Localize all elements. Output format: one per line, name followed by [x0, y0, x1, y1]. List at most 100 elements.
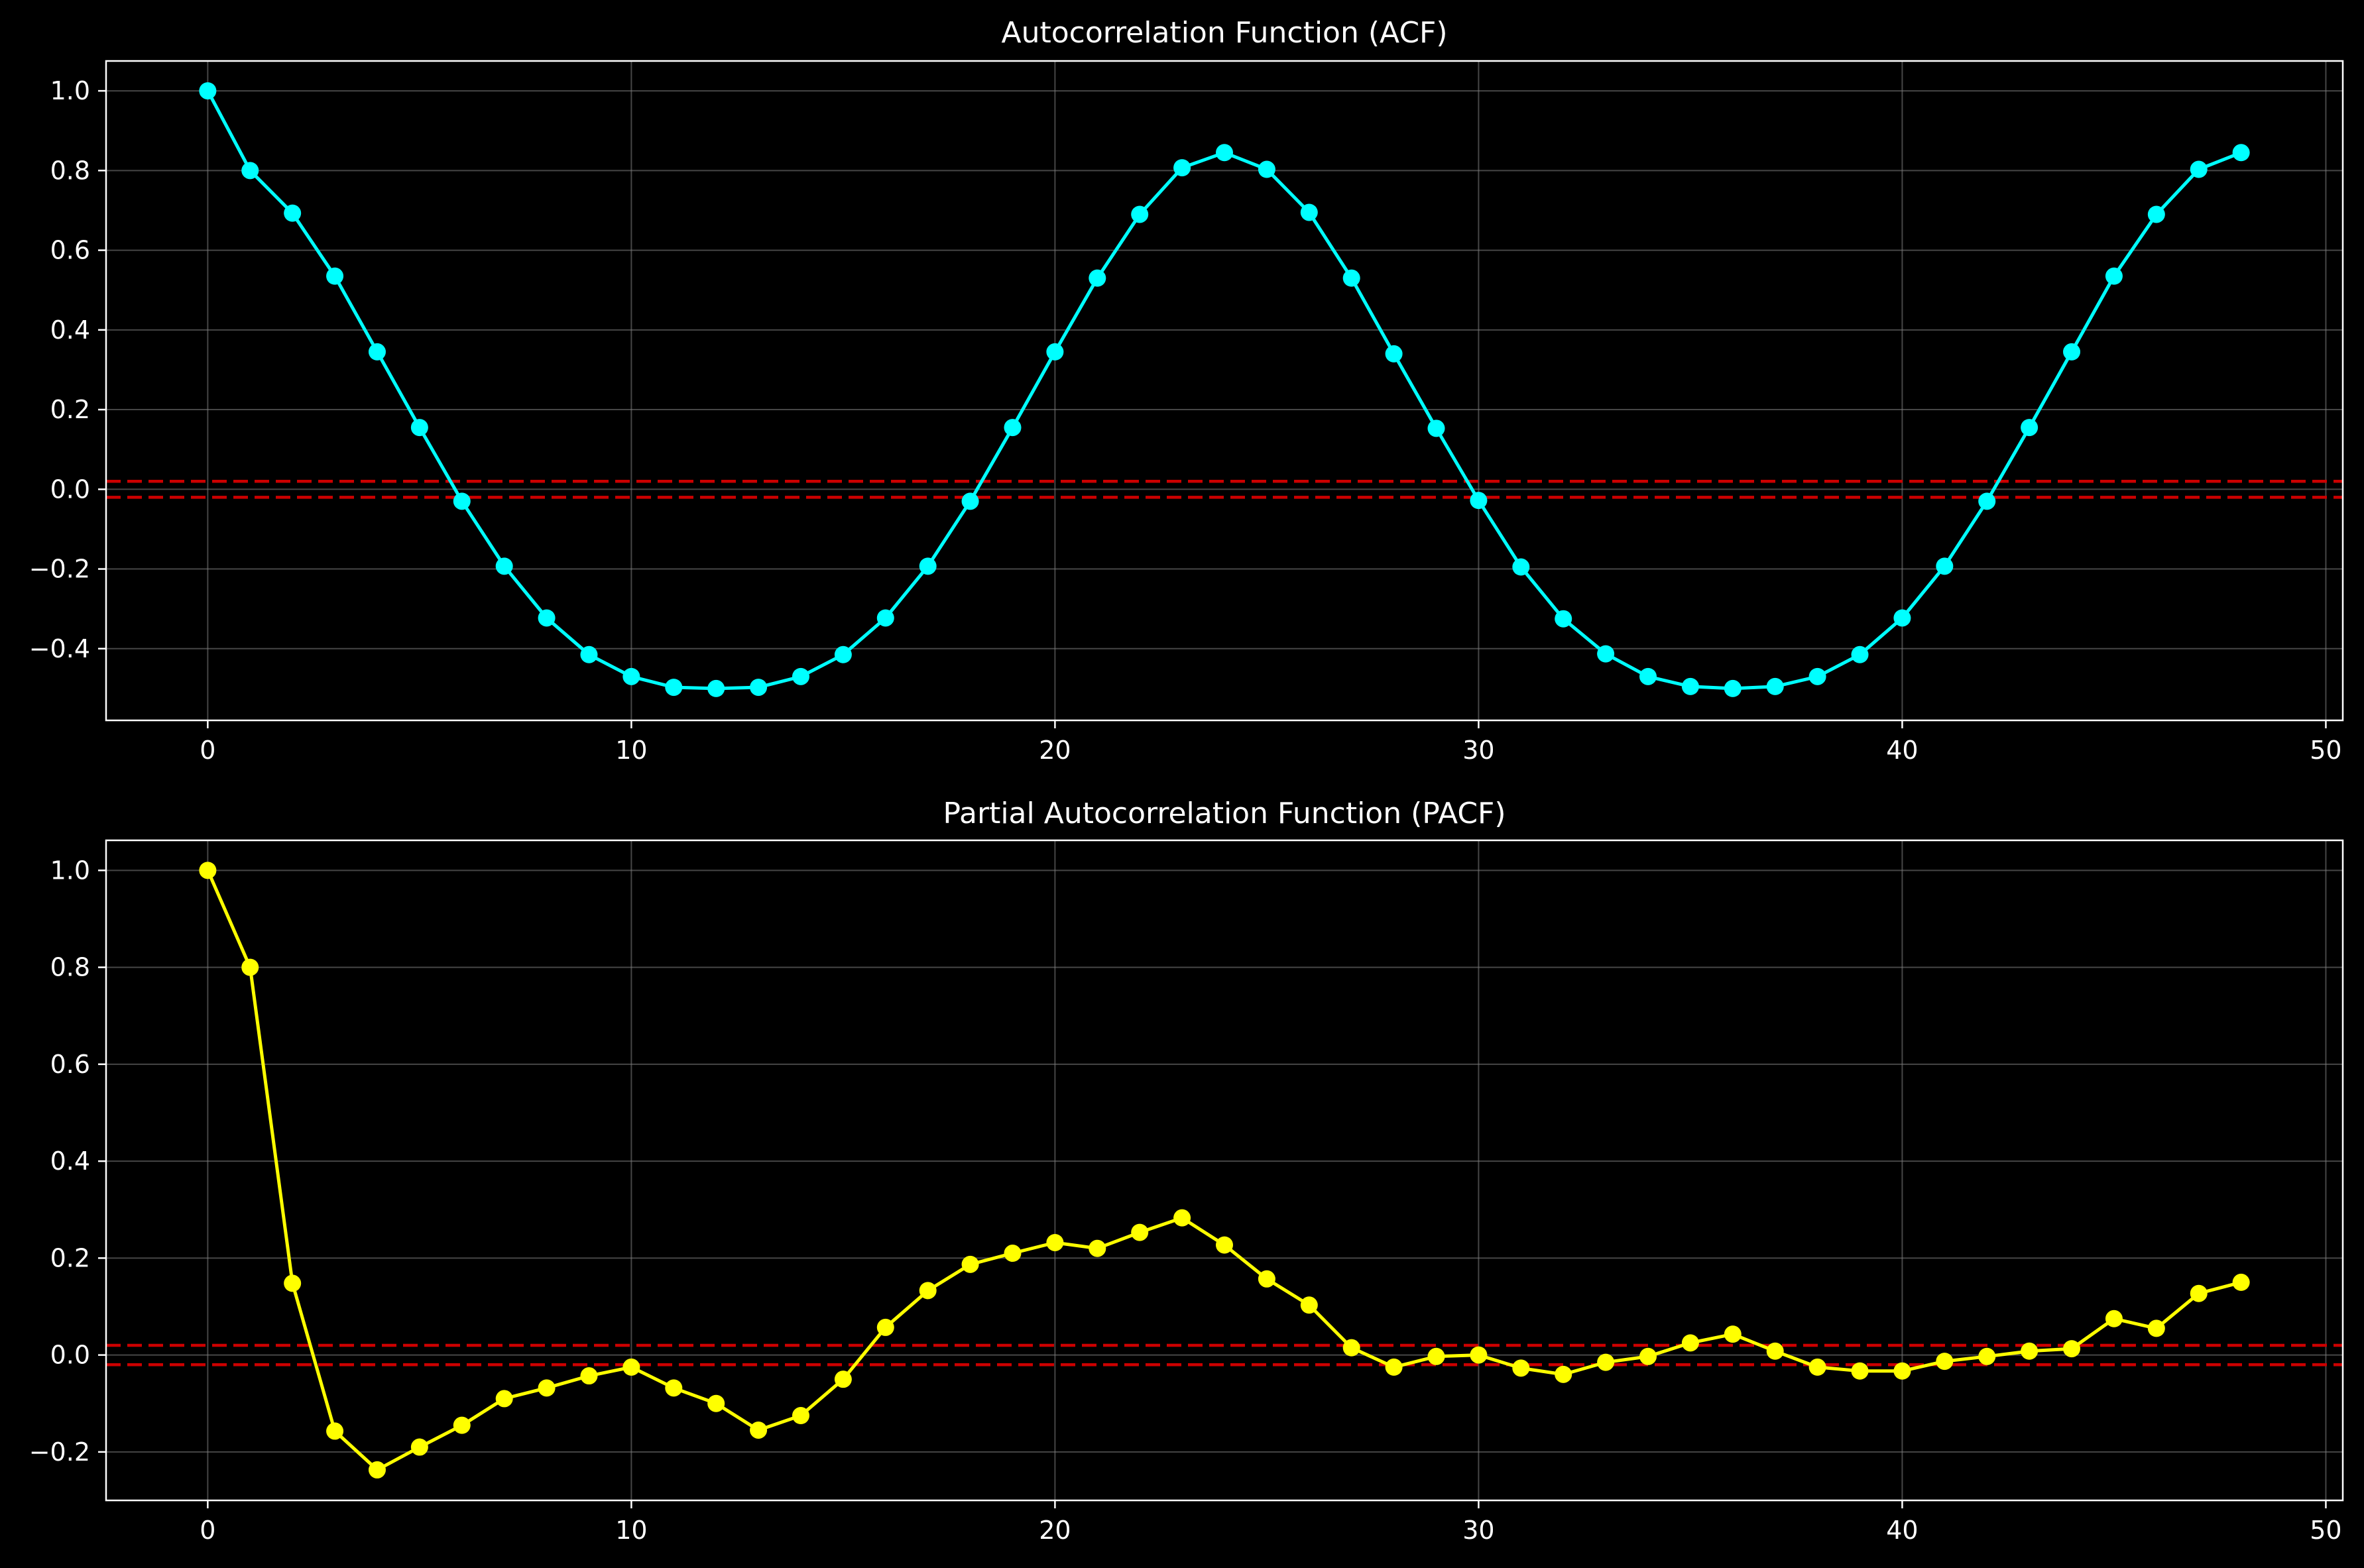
acf-point-0: [199, 82, 217, 100]
acf-point-46: [2147, 205, 2165, 223]
acf-point-11: [665, 679, 683, 697]
acf-point-38: [1808, 667, 1826, 685]
pacf-point-48: [2232, 1273, 2250, 1291]
pacf-point-31: [1512, 1359, 1530, 1377]
pacf-point-33: [1597, 1353, 1615, 1371]
pacf-point-21: [1089, 1239, 1106, 1257]
pacf-point-27: [1342, 1339, 1360, 1357]
acf-point-12: [707, 679, 725, 697]
acf-point-26: [1300, 203, 1318, 221]
pacf-x-tick-label-4: 40: [1886, 1516, 1918, 1545]
pacf-y-tick-label-2: 0.2: [50, 1243, 90, 1272]
pacf-point-11: [665, 1379, 683, 1397]
pacf-point-19: [1004, 1245, 1022, 1262]
pacf-point-35: [1681, 1334, 1699, 1352]
pacf-point-3: [326, 1422, 344, 1440]
acf-x-tick-label-0: 0: [200, 736, 215, 765]
acf-point-35: [1681, 677, 1699, 695]
acf-point-45: [2105, 267, 2123, 285]
acf-point-30: [1470, 492, 1488, 510]
pacf-point-46: [2147, 1319, 2165, 1337]
acf-point-21: [1089, 269, 1106, 287]
pacf-y-tick-label-6: 1.0: [50, 856, 90, 885]
pacf-point-37: [1766, 1342, 1784, 1360]
pacf-x-tick-label-5: 50: [2310, 1516, 2341, 1545]
acf-x-tick-label-4: 40: [1886, 736, 1918, 765]
acf-point-39: [1851, 645, 1869, 663]
pacf-point-25: [1258, 1270, 1275, 1288]
pacf-point-39: [1851, 1362, 1869, 1380]
acf-point-6: [453, 492, 471, 510]
acf-point-14: [792, 667, 809, 685]
acf-grid: [106, 61, 2343, 720]
acf-y-tick-label-3: 0.2: [50, 395, 90, 424]
pacf-point-1: [241, 958, 259, 976]
pacf-point-23: [1173, 1209, 1191, 1227]
pacf-point-20: [1046, 1233, 1064, 1251]
acf-point-31: [1512, 558, 1530, 576]
acf-y-tick-label-1: −0.2: [29, 555, 90, 584]
pacf-point-13: [750, 1421, 768, 1439]
pacf-point-42: [1978, 1347, 1996, 1365]
acf-point-44: [2063, 343, 2081, 361]
pacf-y-tick-label-0: −0.2: [29, 1437, 90, 1467]
pacf-axes-frame: [105, 839, 2344, 1502]
pacf-point-10: [622, 1358, 640, 1376]
acf-point-47: [2190, 160, 2208, 178]
acf-point-27: [1342, 269, 1360, 287]
acf-point-1: [241, 162, 259, 180]
acf-point-43: [2021, 419, 2039, 437]
pacf-point-26: [1300, 1296, 1318, 1314]
acf-point-19: [1004, 419, 1022, 437]
acf-point-24: [1216, 144, 1233, 162]
pacf-x-ticks: 0 10 20 30 40 50: [200, 1500, 2342, 1545]
pacf-point-47: [2190, 1284, 2208, 1302]
pacf-point-2: [284, 1274, 302, 1292]
pacf-y-tick-label-3: 0.4: [50, 1147, 90, 1176]
pacf-point-28: [1385, 1358, 1403, 1376]
acf-x-tick-label-5: 50: [2310, 736, 2341, 765]
acf-point-32: [1555, 610, 1572, 628]
pacf-title: Partial Autocorrelation Function (PACF): [943, 797, 1506, 830]
acf-point-18: [961, 492, 979, 510]
acf-point-22: [1131, 205, 1149, 223]
pacf-point-14: [792, 1407, 809, 1425]
pacf-markers: [199, 862, 2250, 1479]
acf-title: Autocorrelation Function (ACF): [1001, 16, 1447, 50]
pacf-point-9: [580, 1367, 598, 1385]
pacf-point-36: [1724, 1325, 1742, 1343]
acf-point-5: [410, 419, 428, 437]
pacf-point-5: [410, 1438, 428, 1456]
acf-point-48: [2232, 144, 2250, 162]
acf-subplot: Autocorrelation Function (ACF) 0 10 20 30 40…: [29, 16, 2344, 765]
acf-axes-frame: [105, 60, 2344, 722]
acf-point-25: [1258, 160, 1275, 178]
acf-confidence-band: [106, 480, 2343, 499]
acf-point-7: [495, 557, 513, 575]
acf-x-tick-label-3: 30: [1462, 736, 1494, 765]
acf-point-8: [538, 609, 556, 627]
pacf-point-41: [1936, 1353, 1954, 1371]
pacf-point-22: [1131, 1223, 1149, 1241]
acf-point-15: [834, 645, 852, 663]
acf-y-tick-label-6: 0.8: [50, 156, 90, 185]
acf-point-40: [1893, 609, 1911, 627]
acf-point-20: [1046, 343, 1064, 361]
acf-point-16: [876, 609, 894, 627]
pacf-point-30: [1470, 1346, 1488, 1364]
pacf-point-0: [199, 862, 217, 879]
acf-point-3: [326, 267, 344, 285]
pacf-point-16: [876, 1318, 894, 1336]
acf-y-tick-label-0: −0.4: [29, 634, 90, 663]
acf-y-tick-label-5: 0.6: [50, 236, 90, 265]
pacf-x-tick-label-0: 0: [200, 1516, 215, 1545]
acf-markers: [199, 82, 2250, 697]
acf-point-13: [750, 679, 768, 697]
acf-x-ticks: 0 10 20 30 40 50: [200, 720, 2342, 765]
pacf-y-tick-label-5: 0.8: [50, 953, 90, 982]
acf-point-10: [622, 667, 640, 685]
pacf-point-4: [368, 1461, 386, 1479]
acf-y-ticks: −0.4 −0.2 0.0 0.2 0.4 0.6 0.8 1.0: [29, 76, 106, 663]
acf-point-36: [1724, 679, 1742, 697]
